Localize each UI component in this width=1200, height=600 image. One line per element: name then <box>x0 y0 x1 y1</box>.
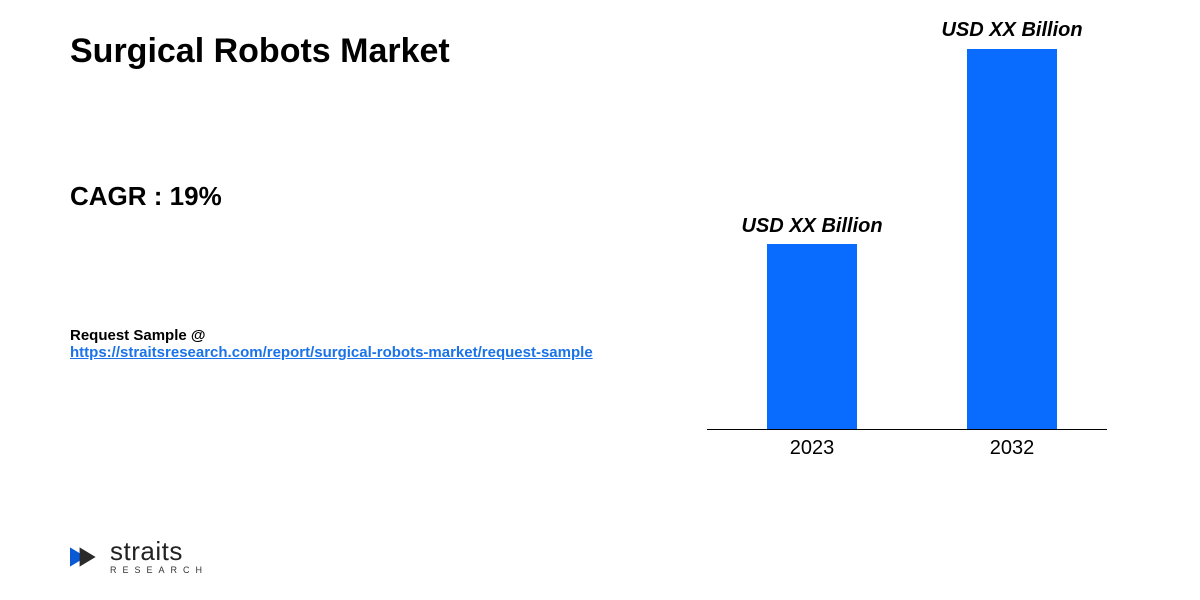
bar-year-label: 2032 <box>952 437 1072 460</box>
page-title: Surgical Robots Market <box>70 32 664 71</box>
right-column: USD XX Billion 2023 USD XX Billion 2032 <box>664 30 1150 580</box>
chart-baseline <box>707 429 1107 430</box>
bar-year-label: 2023 <box>752 437 872 460</box>
bar-value-label: USD XX Billion <box>902 19 1122 42</box>
bar-2023 <box>767 244 857 429</box>
page-container: Surgical Robots Market CAGR : 19% Reques… <box>0 0 1200 600</box>
sample-link[interactable]: https://straitsresearch.com/report/surgi… <box>70 344 593 361</box>
logo-text: straits RESEARCH <box>110 538 208 575</box>
brand-logo: straits RESEARCH <box>70 538 208 575</box>
bar-value-label: USD XX Billion <box>702 215 922 238</box>
logo-sub-text: RESEARCH <box>110 566 208 575</box>
request-sample-block: Request Sample @ https://straitsresearch… <box>70 327 664 361</box>
bar-2032 <box>967 49 1057 429</box>
left-column: Surgical Robots Market CAGR : 19% Reques… <box>70 30 664 580</box>
logo-main-text: straits <box>110 538 208 564</box>
sample-prefix: Request Sample @ <box>70 327 206 344</box>
bar-chart: USD XX Billion 2023 USD XX Billion 2032 <box>707 30 1107 460</box>
cagr-label: CAGR : 19% <box>70 181 664 212</box>
straits-logo-icon <box>70 543 102 571</box>
